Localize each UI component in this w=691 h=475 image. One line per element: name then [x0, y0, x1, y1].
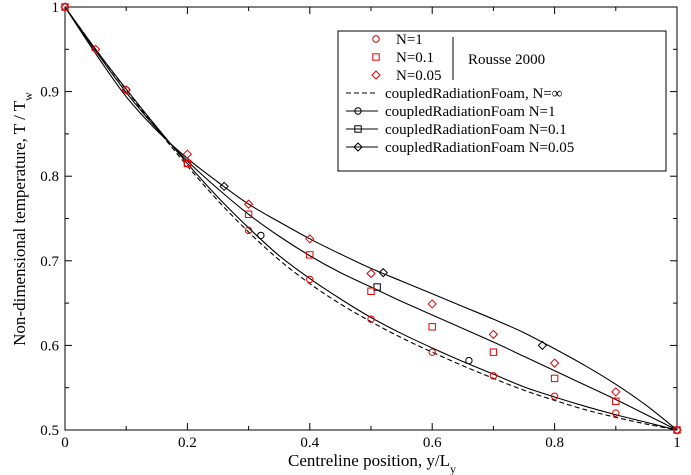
x-tick-label: 0.6 — [423, 435, 442, 451]
x-tick-label: 1 — [673, 435, 681, 451]
data-point — [550, 392, 559, 400]
data-point — [673, 426, 681, 434]
data-point — [121, 85, 131, 95]
data-point — [489, 372, 498, 380]
data-point — [90, 44, 101, 55]
series-line-3 — [64, 6, 678, 431]
legend-label: coupledRadiationFoam N=0.05 — [385, 140, 574, 156]
legend-label: coupledRadiationFoam N=0.1 — [385, 122, 567, 138]
y-axis: 0.5 0.6 0.7 0.8 0.9 1 — [40, 0, 677, 439]
x-axis: 0 0.2 0.4 0.6 0.8 1 — [61, 7, 681, 451]
legend-symbol — [354, 107, 362, 115]
y-axis-label: Non-dimensional temperature, T / Tw — [10, 92, 35, 346]
series-line-marker — [373, 283, 381, 291]
series-line-marker — [378, 267, 388, 278]
legend: Rousse 2000 N=1 N=0.1 N=0.05 coupledRadiati… — [337, 30, 667, 172]
data-point — [612, 409, 620, 417]
x-tick-label: 0.4 — [300, 435, 319, 451]
x-tick-label: 0 — [61, 435, 69, 451]
data-point — [60, 2, 70, 12]
data-point — [306, 275, 314, 284]
legend-item: coupledRadiationFoam N=1 — [346, 104, 556, 120]
data-point — [61, 3, 69, 11]
data-point — [182, 149, 193, 159]
series-line-marker — [537, 340, 548, 351]
series-line-marker — [219, 181, 229, 192]
series-line-0 — [64, 6, 678, 431]
data-point — [305, 234, 315, 244]
data-point — [367, 287, 375, 295]
legend-item: coupledRadiationFoam, N=∞ — [346, 86, 562, 102]
data-point — [428, 323, 436, 331]
legend-group-label: Rousse 2000 — [468, 52, 545, 68]
legend-box — [337, 30, 667, 172]
data-point — [549, 358, 560, 368]
data-point — [244, 210, 253, 218]
legend-symbol — [371, 70, 381, 80]
data-point — [244, 226, 253, 235]
y-tick-label: 0.9 — [40, 85, 59, 101]
series-path — [64, 6, 678, 431]
data-point — [367, 315, 375, 323]
legend-label: coupledRadiationFoam, N=∞ — [385, 86, 562, 102]
y-tick-label: 0.5 — [40, 423, 59, 439]
data-point — [489, 348, 498, 356]
series-layer — [60, 2, 682, 435]
data-point — [427, 299, 437, 309]
x-tick-label: 0.8 — [545, 435, 564, 451]
legend-symbol — [372, 53, 380, 61]
data-point — [612, 397, 620, 405]
data-point — [672, 425, 682, 435]
legend-symbol — [372, 35, 380, 43]
data-point — [243, 199, 254, 209]
legend-item: N=0.1 — [372, 50, 434, 66]
legend-symbol — [353, 142, 363, 152]
data-point — [428, 348, 436, 356]
x-tick-label: 0.2 — [178, 435, 197, 451]
legend-label: N=1 — [396, 32, 423, 48]
series-path — [64, 6, 678, 431]
series-markers-2 — [60, 2, 682, 435]
data-point — [183, 159, 192, 168]
legend-item: N=1 — [372, 32, 423, 48]
legend-item: N=0.05 — [371, 68, 442, 84]
data-point — [366, 268, 376, 279]
legend-symbol — [354, 125, 362, 133]
legend-label: N=0.05 — [396, 68, 442, 84]
y-tick-label: 1 — [52, 0, 60, 16]
data-point — [122, 86, 130, 94]
y-tick-label: 0.8 — [40, 169, 59, 185]
plot-area: 0 0.2 0.4 0.6 0.8 1 0.5 0.6 0.7 0.8 0.9 1 — [40, 0, 682, 451]
data-point — [611, 387, 621, 397]
y-tick-label: 0.6 — [40, 338, 59, 354]
x-axis-label: Centreline position, y/Ly — [288, 451, 456, 475]
legend-label: coupledRadiationFoam N=1 — [385, 104, 556, 120]
series-line-marker — [257, 231, 265, 240]
data-point — [550, 374, 559, 383]
series-markers-1 — [61, 3, 681, 434]
data-point — [306, 251, 314, 259]
legend-label: N=0.1 — [396, 50, 434, 66]
data-point — [488, 329, 499, 340]
y-tick-label: 0.7 — [40, 254, 59, 270]
legend-item: coupledRadiationFoam N=0.1 — [346, 122, 567, 138]
legend-item: coupledRadiationFoam N=0.05 — [346, 140, 574, 156]
series-line-marker — [465, 356, 473, 365]
